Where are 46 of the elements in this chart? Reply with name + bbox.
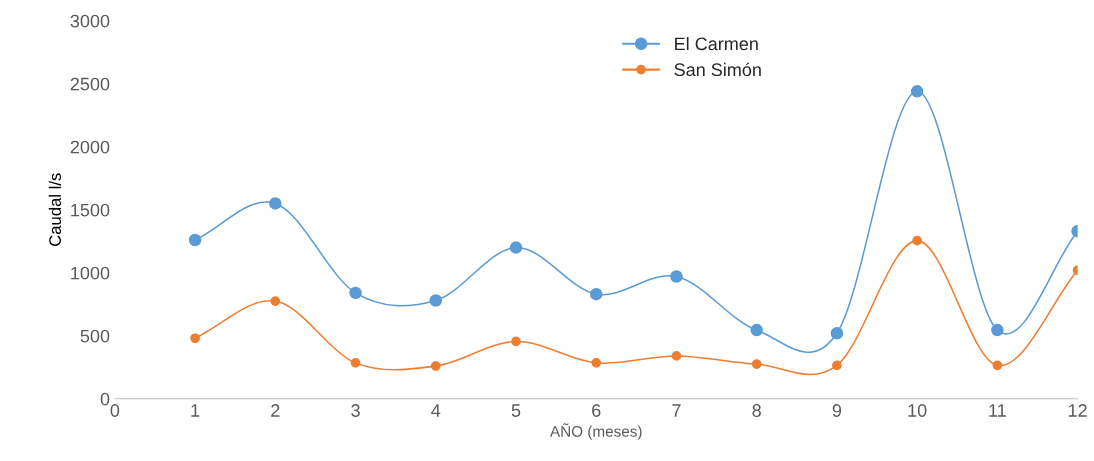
y-tick-label: 1500 (71, 203, 110, 217)
x-tick-label: 7 (672, 404, 681, 417)
point (750, 323, 763, 337)
x-tick-label: 1 (191, 404, 200, 417)
legend-label: El Carmen (675, 37, 758, 51)
point (430, 361, 441, 371)
point (591, 357, 602, 368)
point (670, 270, 683, 283)
y-tick-label: 2000 (70, 140, 110, 154)
point (912, 235, 922, 246)
point (832, 360, 842, 371)
x-tick-label: 3 (351, 404, 360, 417)
point (511, 336, 521, 347)
point (589, 287, 603, 301)
x-tick-label: 4 (431, 404, 441, 417)
point (188, 233, 202, 247)
point (991, 323, 1004, 337)
point (830, 326, 844, 340)
point (190, 333, 200, 344)
x-tick-label: 11 (989, 404, 1006, 417)
x-tick-label: 10 (908, 404, 927, 417)
y-tick-label: 0 (100, 392, 110, 406)
x-axis-title: AÑO (meses) (550, 423, 642, 440)
point (751, 359, 762, 369)
y-tick-label: 500 (80, 329, 110, 343)
point (429, 294, 443, 307)
point (671, 351, 682, 361)
point (270, 296, 281, 306)
point (350, 357, 361, 368)
x-tick-label: 2 (271, 404, 280, 417)
x-tick-label: 0 (110, 404, 120, 417)
x-tick-label: 6 (592, 404, 601, 417)
point (349, 286, 362, 300)
point (509, 241, 523, 254)
x-tick-label: 12 (1068, 404, 1087, 417)
point (910, 85, 924, 98)
y-tick-label: 3000 (70, 14, 110, 28)
y-tick-label: 1000 (71, 266, 110, 280)
point (269, 197, 282, 210)
legend-label: San Simón (674, 62, 761, 77)
x-tick-label: 8 (752, 404, 761, 417)
y-tick-label: 2500 (70, 77, 110, 91)
y-axis-title: Caudal l/s (48, 173, 61, 246)
x-tick-label: 9 (832, 404, 842, 417)
x-tick-label: 5 (511, 404, 521, 417)
point (992, 360, 1003, 371)
